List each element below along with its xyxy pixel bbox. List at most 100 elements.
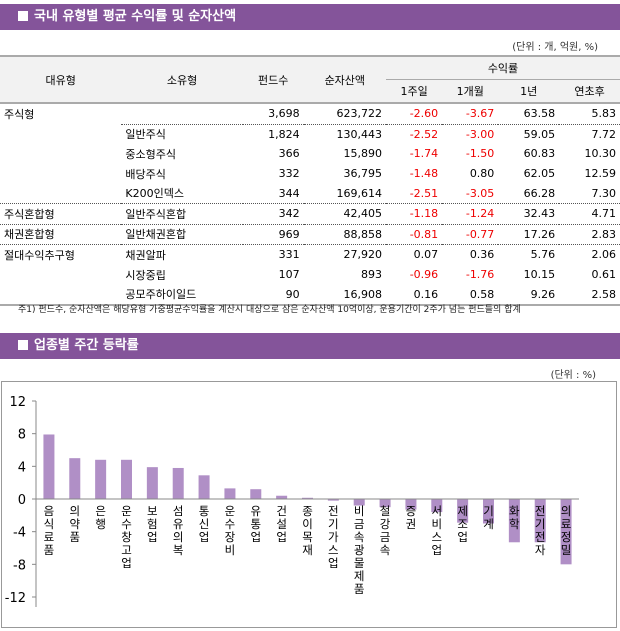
cell-y1: 17.26 bbox=[498, 223, 560, 245]
bar-전기전자 bbox=[534, 499, 546, 543]
bar-운수창고업 bbox=[121, 459, 132, 499]
cell-w1: -0.81 bbox=[386, 223, 443, 245]
header-1y: 1년 bbox=[498, 79, 560, 103]
cell-w1: -1.74 bbox=[409, 147, 439, 161]
cell-funds: 344 bbox=[278, 186, 300, 200]
cell-m1: -1.76 bbox=[465, 268, 495, 282]
cell-m1: -1.50 bbox=[465, 147, 495, 161]
bar-은행 bbox=[95, 459, 107, 499]
cell-y1: 9.26 bbox=[530, 287, 556, 301]
y-tick-label: 8 bbox=[18, 428, 26, 443]
table-body: 주식형 3,698 623,722 -2.60 -3.67 63.58 5.83 일반주식 1,… bbox=[0, 103, 620, 305]
cell-funds: 90 bbox=[285, 287, 300, 301]
cell-ytd: 0.61 bbox=[591, 268, 617, 282]
cell-funds: 107 bbox=[278, 268, 300, 282]
y-tick-label: 4 bbox=[18, 460, 26, 475]
cell-w1: -1.48 bbox=[409, 167, 439, 181]
table-row: 주식형 3,698 623,722 -2.60 -3.67 63.58 5.83 bbox=[0, 103, 620, 124]
cell-assets: 27,920 bbox=[303, 244, 386, 265]
cell-minor: K200인덱스 bbox=[125, 187, 184, 201]
sector-chart: 12 8 4 0 -4 -8 -12 음 식 료 품 의 약 품 은 행 운 수 창 고 업 보 험 업 섬 유 의 복 통 신 업 운 수 장 비… bbox=[1, 381, 617, 628]
unit-label: (단위 : 개, 억원, %) bbox=[512, 42, 598, 53]
header-1m: 1개월 bbox=[442, 79, 499, 103]
header-minor: 소유형 bbox=[121, 56, 243, 103]
cell-m1: 0.58 bbox=[469, 287, 495, 301]
cell-minor bbox=[121, 103, 242, 124]
cell-ytd: 7.30 bbox=[591, 186, 617, 200]
header-1w: 1주일 bbox=[386, 79, 443, 103]
y-tick-label: -12 bbox=[5, 591, 26, 606]
table-row: 일반주식 1,824 130,443 -2.52 -3.00 59.05 7.72 bbox=[0, 123, 620, 145]
cell-assets: 893 bbox=[361, 268, 382, 282]
bar-통신업 bbox=[198, 475, 210, 499]
table-row: 주식혼합형 일반주식혼합 342 42,405 -1.18 -1.24 32.43 4.71 bbox=[0, 202, 620, 225]
square-icon bbox=[18, 340, 28, 350]
table-row: 채권혼합형 일반채권혼합 969 88,858 -0.81 -0.77 17.26 2.83 bbox=[0, 223, 620, 245]
cell-minor: 시장중립 bbox=[125, 268, 166, 282]
cell-funds: 969 bbox=[242, 223, 304, 245]
cell-y1: 66.28 bbox=[523, 186, 556, 200]
bar-유통업 bbox=[250, 489, 262, 499]
header-assets: 순자산액 bbox=[303, 56, 386, 103]
bar-의료정밀 bbox=[560, 499, 572, 565]
cell-ytd: 2.58 bbox=[591, 287, 617, 301]
table-row: K200인덱스 344 169,614 -2.51 -3.05 66.28 7.30 bbox=[0, 183, 620, 203]
cell-major: 주식형 bbox=[4, 108, 35, 122]
bar-의약품 bbox=[69, 458, 81, 499]
bar-건설업 bbox=[276, 495, 288, 499]
cell-y1: 63.58 bbox=[523, 107, 556, 121]
cell-funds: 331 bbox=[242, 244, 304, 265]
fund-returns-table: 대유형 소유형 펀드수 순자산액 수익률 1주일 1개월 1년 연초후 주식형 3,698 623… bbox=[0, 55, 620, 306]
bar-섬유의복 bbox=[172, 467, 184, 499]
table-row: 시장중립 107 893 -0.96 -1.76 10.15 0.61 bbox=[0, 265, 620, 285]
cell-m1: 0.80 bbox=[469, 167, 495, 181]
bar-기계 bbox=[483, 499, 494, 524]
cell-assets: 623,722 bbox=[336, 107, 383, 121]
cell-minor: 채권알파 bbox=[121, 244, 243, 265]
table-row: 절대수익추구형 채권알파 331 27,920 0.07 0.36 5.76 2.06 bbox=[0, 244, 620, 265]
y-tick-label: -8 bbox=[13, 558, 26, 573]
cell-w1: -2.60 bbox=[409, 107, 439, 121]
cell-assets: 130,443 bbox=[303, 123, 386, 145]
cell-y1: 10.15 bbox=[523, 268, 556, 282]
cell-minor: 일반주식 bbox=[121, 123, 243, 145]
cell-ytd: 7.72 bbox=[559, 123, 620, 145]
bar-전기가스업 bbox=[327, 499, 339, 501]
bar-보험업 bbox=[146, 467, 158, 499]
header-funds: 펀드수 bbox=[242, 56, 304, 103]
cell-minor: 배당주식 bbox=[125, 167, 166, 181]
cell-m1: 0.36 bbox=[442, 244, 499, 265]
chart-svg: 12 8 4 0 -4 -8 -12 음 식 료 품 의 약 품 은 행 운 수 창 고 업 보 험 업 섬 유 의 복 통 신 업 운 수 장 비… bbox=[5, 395, 579, 607]
cell-major bbox=[0, 144, 121, 164]
cell-minor: 일반주식혼합 bbox=[121, 202, 243, 225]
cell-minor: 일반채권혼합 bbox=[121, 223, 243, 245]
cell-ytd: 12.59 bbox=[584, 167, 617, 181]
cell-major bbox=[0, 183, 121, 203]
bar-비금속광물제품 bbox=[353, 499, 365, 506]
cell-assets: 15,890 bbox=[343, 147, 383, 161]
cell-ytd: 4.71 bbox=[559, 202, 620, 225]
cell-m1: -3.05 bbox=[465, 186, 495, 200]
cell-major bbox=[0, 164, 121, 184]
bar-종이목재 bbox=[302, 497, 313, 499]
cell-ytd: 2.83 bbox=[559, 223, 620, 245]
cell-funds: 332 bbox=[278, 167, 300, 181]
cell-y1: 59.05 bbox=[498, 123, 560, 145]
header-ytd: 연초후 bbox=[559, 79, 620, 103]
bar-제조업 bbox=[457, 499, 469, 523]
cell-minor: 중소형주식 bbox=[125, 147, 177, 161]
section-title: 업종별 주간 등락률 bbox=[34, 338, 139, 353]
